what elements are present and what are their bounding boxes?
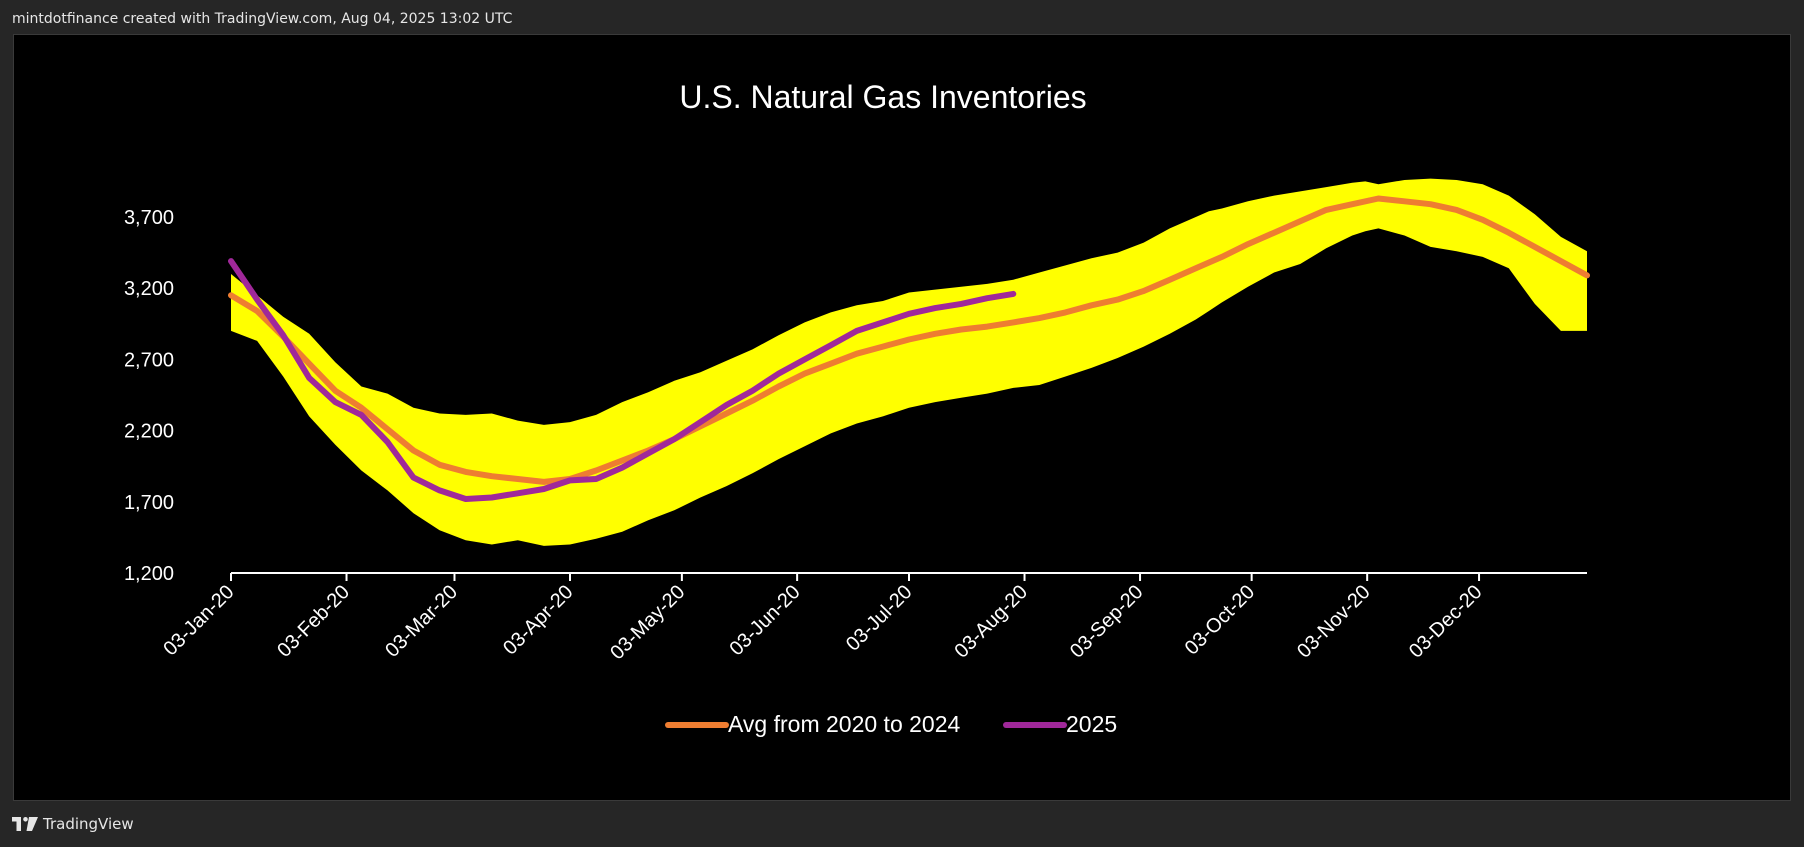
- chart-legend: Avg from 2020 to 2024 2025: [665, 711, 1117, 737]
- range-band-layer: [231, 178, 1587, 546]
- tradingview-logo-icon: [12, 817, 38, 831]
- y-tick-label: 1,700: [124, 492, 174, 514]
- y-tick-label: 2,200: [124, 421, 174, 443]
- y-tick-label: 2,700: [124, 349, 174, 371]
- avg-series-line: [228, 195, 1590, 485]
- chart-attribution: mintdotfinance created with TradingView.…: [12, 11, 513, 27]
- range-band: [231, 178, 1587, 546]
- tradingview-footer[interactable]: TradingView: [12, 815, 134, 833]
- tradingview-brand-label: TradingView: [43, 815, 134, 833]
- y-tick-label: 3,700: [124, 207, 174, 229]
- chart-background: [14, 35, 1790, 800]
- y-tick-label: 3,200: [124, 278, 174, 300]
- chart-panel: U.S. Natural Gas Inventories 1,200 1,700 2…: [13, 34, 1791, 801]
- legend-label: 2025: [1066, 711, 1117, 737]
- legend-label: Avg from 2020 to 2024: [728, 711, 960, 737]
- series-layer: [228, 195, 1590, 502]
- chart-title: U.S. Natural Gas Inventories: [679, 79, 1086, 115]
- y-tick-label: 1,200: [124, 563, 174, 585]
- chart-svg: U.S. Natural Gas Inventories 1,200 1,700 2…: [14, 35, 1790, 800]
- current-year-series-line: [228, 258, 1017, 502]
